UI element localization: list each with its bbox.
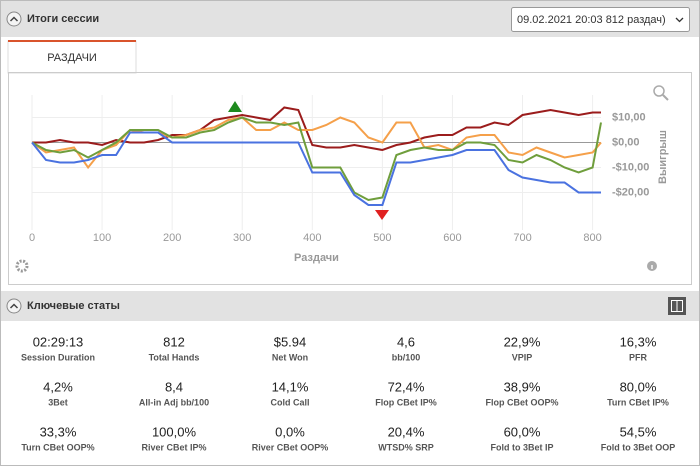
collapse-icon — [9, 16, 19, 22]
tab-label: РАЗДАЧИ — [47, 52, 97, 64]
max-marker — [228, 101, 242, 112]
min-marker — [375, 210, 389, 220]
x-tick-label: 100 — [93, 232, 111, 244]
stats-collapse-button[interactable] — [6, 298, 22, 314]
stat-value: 33,3% — [40, 424, 77, 439]
stat-value: 0,0% — [275, 424, 305, 439]
header-title: Итоги сессии — [27, 13, 99, 25]
stat-label: Turn CBet OOP% — [21, 442, 94, 452]
stat-value: 02:29:13 — [33, 334, 84, 349]
stat-value: 8,4 — [165, 379, 183, 394]
stat-label: River CBet IP% — [141, 442, 206, 452]
zoom-icon[interactable] — [653, 85, 665, 97]
y-tick-label: -$20,00 — [612, 186, 649, 198]
collapse-button[interactable] — [6, 11, 22, 27]
stat-value: $5.94 — [274, 334, 307, 349]
stat-value: 38,9% — [504, 379, 541, 394]
stat-value: 54,5% — [620, 424, 657, 439]
x-tick-label: 600 — [443, 232, 461, 244]
plot: 0 100 200 300 400 500 600 700 800 $10,00 $0,00 -$10… — [29, 95, 669, 264]
stat-label: Session Duration — [21, 352, 95, 362]
stat-label: River CBet OOP% — [252, 442, 329, 452]
stat-label: Fold to 3Bet OOP — [601, 442, 676, 452]
stat-label: Fold to 3Bet IP — [491, 442, 554, 452]
stat-label: 3Bet — [48, 397, 68, 407]
series-line — [32, 106, 601, 152]
stat-value: 60,0% — [504, 424, 541, 439]
x-tick-label: 700 — [513, 232, 531, 244]
chart-panel — [8, 72, 692, 285]
stat-label: VPIP — [512, 352, 533, 362]
stat-label: Flop CBet OOP% — [485, 397, 558, 407]
stat-value: 14,1% — [272, 379, 309, 394]
stat-value: 4,2% — [43, 379, 73, 394]
stat-value: 100,0% — [152, 424, 197, 439]
stat-label: Cold Call — [270, 397, 309, 407]
info-icon-glyph — [651, 265, 653, 269]
y-tick-label: $10,00 — [612, 111, 646, 123]
y-axis-label: Выигрыш — [657, 130, 669, 184]
stat-value: 16,3% — [620, 334, 657, 349]
stats-title: Ключевые статы — [27, 300, 120, 312]
y-tick-label: $0,00 — [612, 136, 640, 148]
stats-grid: 02:29:13 Session Duration 812 Total Hands $5… — [21, 334, 675, 452]
stat-value: 20,4% — [388, 424, 425, 439]
stat-label: bb/100 — [392, 352, 421, 362]
dropdown-arrow — [675, 17, 684, 23]
stat-label: Turn CBet IP% — [607, 397, 669, 407]
stat-label: Total Hands — [149, 352, 200, 362]
stat-value: 4,6 — [397, 334, 415, 349]
x-tick-label: 800 — [583, 232, 601, 244]
session-dropdown-text: 09.02.2021 20:03 812 раздач) — [517, 14, 666, 26]
zoom-icon-handle — [662, 94, 669, 101]
x-tick-label: 200 — [163, 232, 181, 244]
tab-accent — [8, 40, 136, 42]
stat-value: 80,0% — [620, 379, 657, 394]
series-line — [31, 131, 601, 206]
series-line — [31, 116, 602, 202]
stat-value: 812 — [163, 334, 185, 349]
stats-collapse-icon — [9, 303, 19, 309]
session-dropdown[interactable] — [511, 7, 690, 32]
x-tick-label: 0 — [29, 232, 35, 244]
stat-value: 72,4% — [388, 379, 425, 394]
stats-bar — [1, 291, 699, 321]
stat-label: Flop CBet IP% — [375, 397, 437, 407]
settings-icon[interactable] — [15, 259, 29, 273]
stat-label: WTSD% SRP — [378, 442, 434, 452]
x-tick-label: 500 — [373, 232, 391, 244]
x-tick-label: 300 — [233, 232, 251, 244]
stat-value: 22,9% — [504, 334, 541, 349]
y-tick-label: -$10,00 — [612, 161, 649, 173]
x-tick-label: 400 — [303, 232, 321, 244]
stat-label: PFR — [629, 352, 648, 362]
x-axis-label: Раздачи — [294, 252, 339, 264]
stat-label: Net Won — [272, 352, 308, 362]
stat-label: All-in Adj bb/100 — [139, 397, 209, 407]
